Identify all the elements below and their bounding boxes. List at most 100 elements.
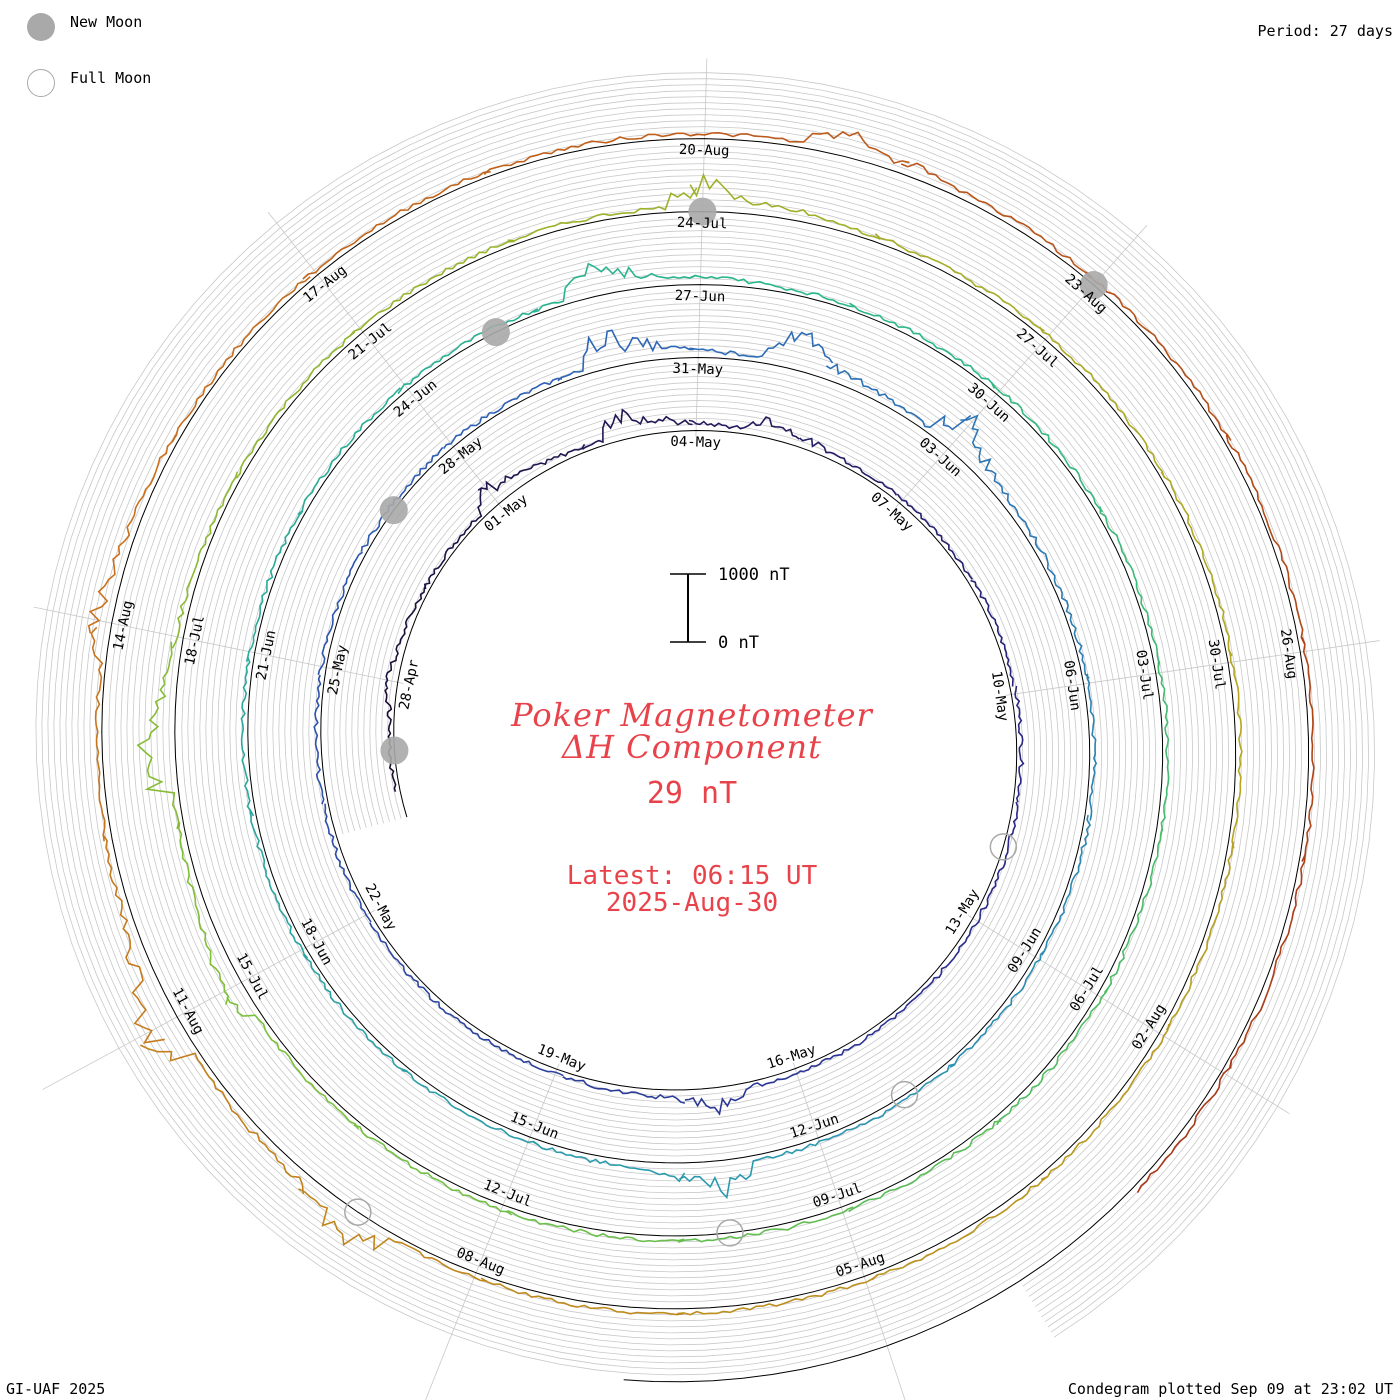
- delta-h-segment: [226, 996, 359, 1130]
- delta-h-segment: [825, 363, 972, 431]
- credit-label: GI-UAF 2025: [6, 1380, 106, 1398]
- delta-h-segment: [384, 584, 427, 688]
- delta-h-segment: [1040, 1023, 1170, 1181]
- delta-h-segment: [1301, 636, 1315, 862]
- full-moon-legend-symbol: [27, 69, 55, 97]
- full-moon-marker: [989, 833, 1018, 861]
- delta-h-segment: [313, 674, 325, 805]
- delta-h-segment: [177, 822, 230, 1005]
- full-moon-marker: [716, 1219, 744, 1247]
- date-label: 18-Jul: [182, 614, 208, 667]
- baseline-spiral: [101, 138, 1309, 1383]
- delta-h-segment: [874, 233, 1045, 332]
- delta-h-segment: [905, 913, 981, 1007]
- grid-spiral: [47, 84, 1364, 1364]
- delta-h-segment: [324, 803, 372, 923]
- delta-h-segment: [949, 950, 1045, 1068]
- delta-h-segment: [533, 1141, 686, 1183]
- delta-h-segment: [1165, 841, 1235, 1031]
- date-label: 04-May: [670, 434, 721, 451]
- delta-h-segment: [684, 1070, 805, 1116]
- date-label: 31-May: [672, 361, 723, 378]
- date-label: 06-Jun: [1060, 659, 1083, 711]
- date-label: 30-Jul: [1205, 638, 1228, 690]
- new-moon-marker: [379, 496, 408, 525]
- delta-h-segment: [136, 641, 180, 830]
- delta-h-segment: [1228, 649, 1243, 849]
- delta-h-segment: [689, 274, 855, 308]
- plotted-timestamp: Condegram plotted Sep 09 at 23:02 UT: [1067, 1380, 1393, 1398]
- delta-h-segment: [533, 262, 696, 313]
- delta-h-segment: [690, 131, 910, 165]
- grid-spiral: [71, 108, 1340, 1340]
- latest-date: 2025-Aug-30: [606, 888, 778, 918]
- grid-spiral: [95, 132, 1316, 1316]
- new-moon-legend-symbol: [27, 13, 55, 41]
- spiral-baseline: [101, 138, 1309, 1383]
- delta-h-segment: [506, 1209, 685, 1243]
- delta-h-series: [87, 131, 1315, 1316]
- delta-h-segment: [507, 187, 698, 242]
- date-label: 03-Jul: [1132, 649, 1155, 701]
- day-spoke: [425, 1063, 560, 1400]
- delta-h-segment: [401, 1069, 539, 1146]
- chart-subtitle: ΔH Component: [560, 728, 822, 766]
- delta-h-segment: [477, 443, 586, 492]
- grid-spiral: [65, 102, 1346, 1346]
- delta-h-segment: [397, 308, 539, 395]
- delta-h-segment: [1014, 685, 1025, 803]
- day-spoke: [895, 224, 1148, 508]
- delta-h-segment: [349, 240, 515, 337]
- delta-h-segment: [1103, 828, 1164, 994]
- delta-h-segment: [804, 1006, 907, 1072]
- delta-h-segment: [171, 471, 239, 649]
- date-label: 28-Apr: [396, 658, 422, 711]
- chart-title: Poker Magnetometer: [510, 696, 873, 734]
- day-spoke: [42, 909, 376, 1090]
- delta-h-segment: [848, 1120, 1002, 1213]
- day-spoke: [1005, 640, 1380, 696]
- delta-h-segment: [1136, 1060, 1233, 1193]
- grid-spiral: [83, 120, 1328, 1328]
- day-spoke: [695, 58, 708, 437]
- current-value: 29 nT: [647, 776, 737, 811]
- full-moon-legend-label: Full Moon: [70, 69, 152, 87]
- delta-h-segment: [302, 171, 491, 280]
- delta-h-segment: [960, 414, 1039, 549]
- grid-spiral: [53, 90, 1358, 1358]
- date-label: 27-Jun: [674, 288, 725, 305]
- day-spoke: [33, 606, 404, 684]
- grid-spiral: [41, 78, 1370, 1370]
- date-label: 24-Jul: [677, 215, 728, 232]
- delta-h-segment: [996, 988, 1109, 1126]
- scale-bottom-label: 0 nT: [718, 633, 759, 653]
- delta-h-segment: [483, 132, 698, 175]
- delta-h-segment: [689, 330, 834, 364]
- delta-h-segment: [443, 377, 563, 450]
- latest-time: Latest: 06:15 UT: [567, 861, 818, 891]
- day-spoke: [267, 211, 503, 509]
- delta-h-segment: [453, 1016, 564, 1077]
- delta-h-segment: [245, 510, 304, 662]
- delta-h-segment: [139, 1044, 305, 1195]
- new-moon-marker: [1079, 271, 1108, 300]
- date-label: 05-Aug: [834, 1250, 887, 1281]
- delta-h-segment: [1085, 271, 1232, 441]
- grid-spiral: [59, 96, 1352, 1352]
- day-spokes: [33, 58, 1380, 1400]
- delta-h-segment: [302, 954, 408, 1072]
- delta-h-segment: [1086, 673, 1098, 821]
- date-label: 21-Jun: [254, 629, 280, 682]
- delta-h-segment: [480, 1277, 684, 1316]
- date-label: 07-May: [867, 489, 915, 535]
- delta-h-segment: [298, 1188, 488, 1282]
- delta-h-segment: [423, 487, 483, 590]
- delta-h-segment: [1040, 814, 1092, 956]
- new-moon-marker: [380, 736, 409, 765]
- moon-phase-markers: [344, 197, 1108, 1247]
- delta-h-segment: [581, 408, 693, 450]
- delta-h-segment: [970, 579, 1014, 687]
- day-spoke: [967, 914, 1290, 1115]
- scale-top-label: 1000 nT: [718, 565, 790, 585]
- delta-h-segment: [369, 922, 455, 1018]
